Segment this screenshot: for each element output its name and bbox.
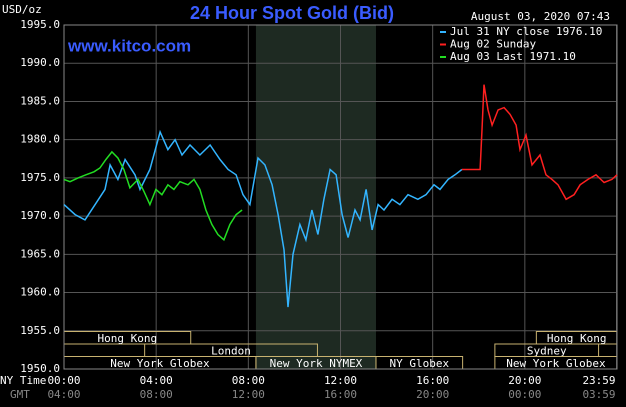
legend-label: Aug 03 Last 1971.10 xyxy=(450,50,576,63)
x-axis-label: NY Time xyxy=(0,374,46,387)
y-tick-label: 1990.0 xyxy=(20,56,60,69)
x2-tick-label: 00:00 xyxy=(508,388,541,401)
timestamp: August 03, 2020 07:43 xyxy=(471,10,610,23)
y-tick-label: 1960.0 xyxy=(20,286,60,299)
y-tick-label: 1970.0 xyxy=(20,209,60,222)
x-tick-label: 16:00 xyxy=(416,374,449,387)
x2-tick-label: 08:00 xyxy=(140,388,173,401)
y-tick-label: 1955.0 xyxy=(20,324,60,337)
x-tick-label: 04:00 xyxy=(140,374,173,387)
plot-frame xyxy=(63,24,618,370)
unit-label: USD/oz xyxy=(2,3,42,16)
y-tick-label: 1980.0 xyxy=(20,133,60,146)
price-line xyxy=(63,150,243,242)
price-line xyxy=(63,129,463,308)
x-tick-label: 23:59 xyxy=(582,374,615,387)
plot-area: 1950.0 1955.0 1960.0 1965.0 1970.0 1975.0 1980… xyxy=(20,18,618,401)
y-tick-label: 1995.0 xyxy=(20,18,60,31)
x2-tick-label: 04:00 xyxy=(47,388,80,401)
x2-tick-label: 03:59 xyxy=(582,388,615,401)
watermark: www.kitco.com xyxy=(67,36,191,55)
x-tick-label: 12:00 xyxy=(324,374,357,387)
y-tick-label: 1950.0 xyxy=(20,362,60,375)
x2-tick-label: 16:00 xyxy=(324,388,357,401)
price-line xyxy=(461,84,618,201)
chart-title: 24 Hour Spot Gold (Bid) xyxy=(190,3,394,23)
y-tick-label: 1965.0 xyxy=(20,247,60,260)
x-tick-label: 00:00 xyxy=(47,374,80,387)
legend-label: Jul 31 NY close 1976.10 xyxy=(450,25,602,38)
x-tick-label: 08:00 xyxy=(232,374,265,387)
shaded-region xyxy=(255,25,376,369)
session-label: Hong Kong xyxy=(547,332,607,345)
session-label: Hong Kong xyxy=(98,332,158,345)
session-label: New York Globex xyxy=(506,357,606,370)
y-tick-label: 1975.0 xyxy=(20,171,60,184)
x-tick-label: 20:00 xyxy=(508,374,541,387)
x2-axis-label: GMT xyxy=(10,388,30,401)
session-label: London xyxy=(211,344,251,357)
session-label: Sydney xyxy=(527,344,567,357)
y-tick-label: 1985.0 xyxy=(20,94,60,107)
session-label: New York Globex xyxy=(110,357,210,370)
x2-tick-label: 12:00 xyxy=(232,388,265,401)
session-label: New York NYMEX xyxy=(270,357,363,370)
legend-label: Aug 02 Sunday xyxy=(450,38,536,51)
x2-tick-label: 20:00 xyxy=(416,388,449,401)
session-label: NY Globex xyxy=(389,357,449,370)
